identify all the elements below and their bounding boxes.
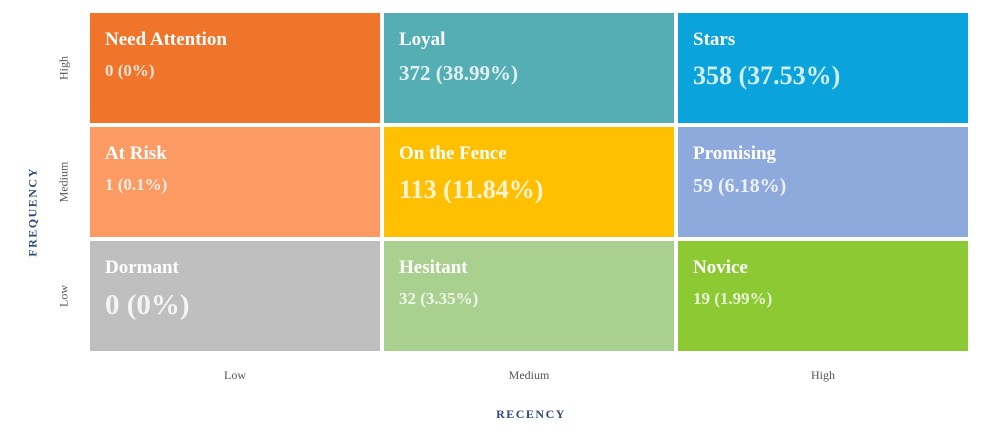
- segment-label: Promising: [693, 143, 777, 164]
- segment-value: 113 (11.84%): [399, 175, 544, 204]
- segment-label: On the Fence: [399, 143, 507, 164]
- segment-cell: Stars 358 (37.53%): [678, 13, 968, 123]
- segment-cell: Dormant 0 (0%): [90, 241, 380, 351]
- segment-label: Novice: [693, 257, 748, 278]
- segment-value: 0 (0%): [105, 61, 155, 80]
- segment-cell: Novice 19 (1.99%): [678, 241, 968, 351]
- segment-value: 358 (37.53%): [693, 61, 841, 90]
- segment-value: 32 (3.35%): [399, 289, 479, 308]
- segment-cell: Hesitant 32 (3.35%): [384, 241, 674, 351]
- y-axis-label: Medium: [56, 161, 71, 203]
- segment-cell: Loyal 372 (38.99%): [384, 13, 674, 123]
- segment-value: 59 (6.18%): [693, 175, 787, 197]
- segment-label: Need Attention: [105, 29, 227, 50]
- x-axis-label: Low: [224, 368, 246, 382]
- segment-label: Dormant: [105, 257, 179, 278]
- x-axis-label: Medium: [508, 368, 550, 382]
- x-axis-title: RECENCY: [496, 407, 566, 421]
- segment-value: 372 (38.99%): [399, 61, 518, 85]
- segment-cell: Promising 59 (6.18%): [678, 127, 968, 237]
- segment-cell: On the Fence 113 (11.84%): [384, 127, 674, 237]
- y-axis-title: FREQUENCY: [25, 167, 40, 257]
- segment-label: Hesitant: [399, 257, 468, 278]
- segment-label: At Risk: [105, 143, 167, 164]
- y-axis-label: Low: [56, 285, 71, 307]
- segment-label: Loyal: [399, 29, 446, 50]
- segment-value: 0 (0%): [105, 289, 190, 321]
- x-axis-label: High: [811, 368, 835, 382]
- segment-value: 19 (1.99%): [693, 289, 773, 308]
- segment-value: 1 (0.1%): [105, 175, 168, 194]
- segment-cell: Need Attention 0 (0%): [90, 13, 380, 123]
- segment-cell: At Risk 1 (0.1%): [90, 127, 380, 237]
- y-axis-label: High: [56, 56, 71, 80]
- segment-label: Stars: [693, 29, 736, 50]
